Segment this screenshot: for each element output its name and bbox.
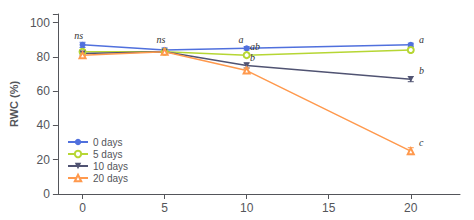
svg-text:5 days: 5 days (93, 149, 122, 160)
svg-text:10 days: 10 days (93, 161, 128, 172)
svg-text:b: b (419, 65, 424, 76)
svg-text:20 days: 20 days (93, 173, 128, 184)
svg-text:c: c (419, 137, 424, 148)
svg-text:100: 100 (30, 16, 50, 30)
svg-text:0: 0 (43, 187, 50, 201)
svg-text:ns: ns (74, 30, 83, 41)
svg-text:60: 60 (37, 84, 51, 98)
svg-text:15: 15 (322, 201, 336, 215)
svg-text:ns: ns (156, 34, 165, 45)
svg-text:40: 40 (37, 118, 51, 132)
svg-text:0: 0 (79, 201, 86, 215)
svg-text:a: a (238, 34, 243, 45)
svg-text:5: 5 (161, 201, 168, 215)
svg-text:a: a (419, 34, 424, 45)
svg-text:RWC (%): RWC (%) (8, 81, 20, 128)
svg-text:20: 20 (37, 153, 51, 167)
svg-text:20: 20 (404, 201, 418, 215)
svg-text:80: 80 (37, 50, 51, 64)
svg-text:b: b (250, 52, 255, 63)
svg-text:0 days: 0 days (93, 137, 122, 148)
svg-text:10: 10 (240, 201, 254, 215)
svg-text:ab: ab (249, 41, 260, 53)
